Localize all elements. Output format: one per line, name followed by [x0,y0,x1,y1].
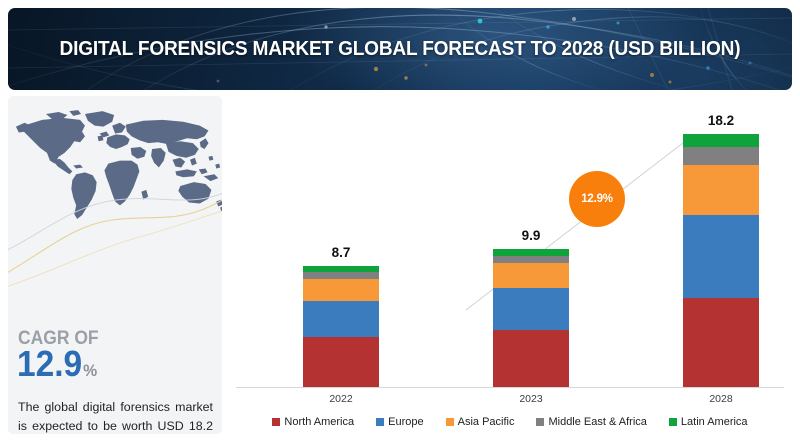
legend-label: Latin America [680,416,748,428]
page-title: DIGITAL FORENSICS MARKET GLOBAL FORECAST… [59,37,741,60]
cagr-value-row: 12.9 % [17,346,97,382]
bar-segment-asia-pacific[interactable] [683,164,759,215]
stacked-bar[interactable] [683,134,759,387]
cagr-badge[interactable]: 12.9% [569,171,625,227]
x-axis-label-2022: 2022 [329,393,353,405]
bar-segment-latin-america[interactable] [303,266,379,272]
legend-item[interactable]: Asia Pacific [445,416,515,428]
x-axis-label-2028: 2028 [709,393,733,405]
legend-swatch-icon [536,418,545,426]
legend-swatch-icon [668,418,677,426]
cagr-label: CAGR OF [18,328,99,349]
sidebar-panel: CAGR OF 12.9 % The global digital forens… [8,96,222,434]
legend-label: Asia Pacific [457,416,515,428]
legend-label: North America [284,416,355,428]
legend-label: Europe [388,416,424,428]
world-map-icon [12,104,222,230]
chart-panel: 8.7 9.9 18.2 12.9% 2022 2023 2028 [228,96,792,434]
x-axis-line [236,387,784,388]
bar-segment-north-america[interactable] [303,336,379,387]
legend-item[interactable]: Latin America [668,416,748,428]
legend-label: Middle East & Africa [548,416,647,428]
bar-total-label: 8.7 [331,245,351,261]
bar-segment-middle-east-africa[interactable] [493,256,569,264]
chart-legend: North America Europe Asia Pacific Middle Ea… [228,412,792,432]
bar-segment-middle-east-africa[interactable] [303,271,379,279]
sidebar-description: The global digital forensics market is e… [18,400,213,433]
legend-swatch-icon [376,418,385,426]
header-banner: DIGITAL FORENSICS MARKET GLOBAL FORECAST… [8,8,792,90]
bar-segment-asia-pacific[interactable] [303,278,379,301]
cagr-value: 12.9 [17,343,83,384]
bar-segment-middle-east-africa[interactable] [683,146,759,165]
chart-plot-area: 8.7 9.9 18.2 12.9% [228,96,792,392]
bar-segment-north-america[interactable] [683,298,759,387]
legend-item[interactable]: Middle East & Africa [536,416,647,428]
legend-swatch-icon [445,418,454,426]
bar-segment-europe[interactable] [303,300,379,337]
x-axis-label-2023: 2023 [519,393,543,405]
bar-total-label: 9.9 [521,228,541,244]
bar-segment-europe[interactable] [683,214,759,298]
legend-item[interactable]: Europe [376,416,424,428]
stacked-bar[interactable] [493,249,569,387]
legend-item[interactable]: North America [272,416,354,428]
bar-segment-north-america[interactable] [493,329,569,387]
bar-segment-asia-pacific[interactable] [493,263,569,289]
bar-segment-latin-america[interactable] [683,134,759,147]
legend-swatch-icon [272,418,281,426]
bar-total-label: 18.2 [707,113,735,128]
header-decorative-arcs [8,8,792,90]
cagr-percent-sign: % [83,361,98,380]
stacked-bar[interactable] [303,266,379,387]
bar-segment-europe[interactable] [493,288,569,330]
bar-segment-latin-america[interactable] [493,249,569,257]
